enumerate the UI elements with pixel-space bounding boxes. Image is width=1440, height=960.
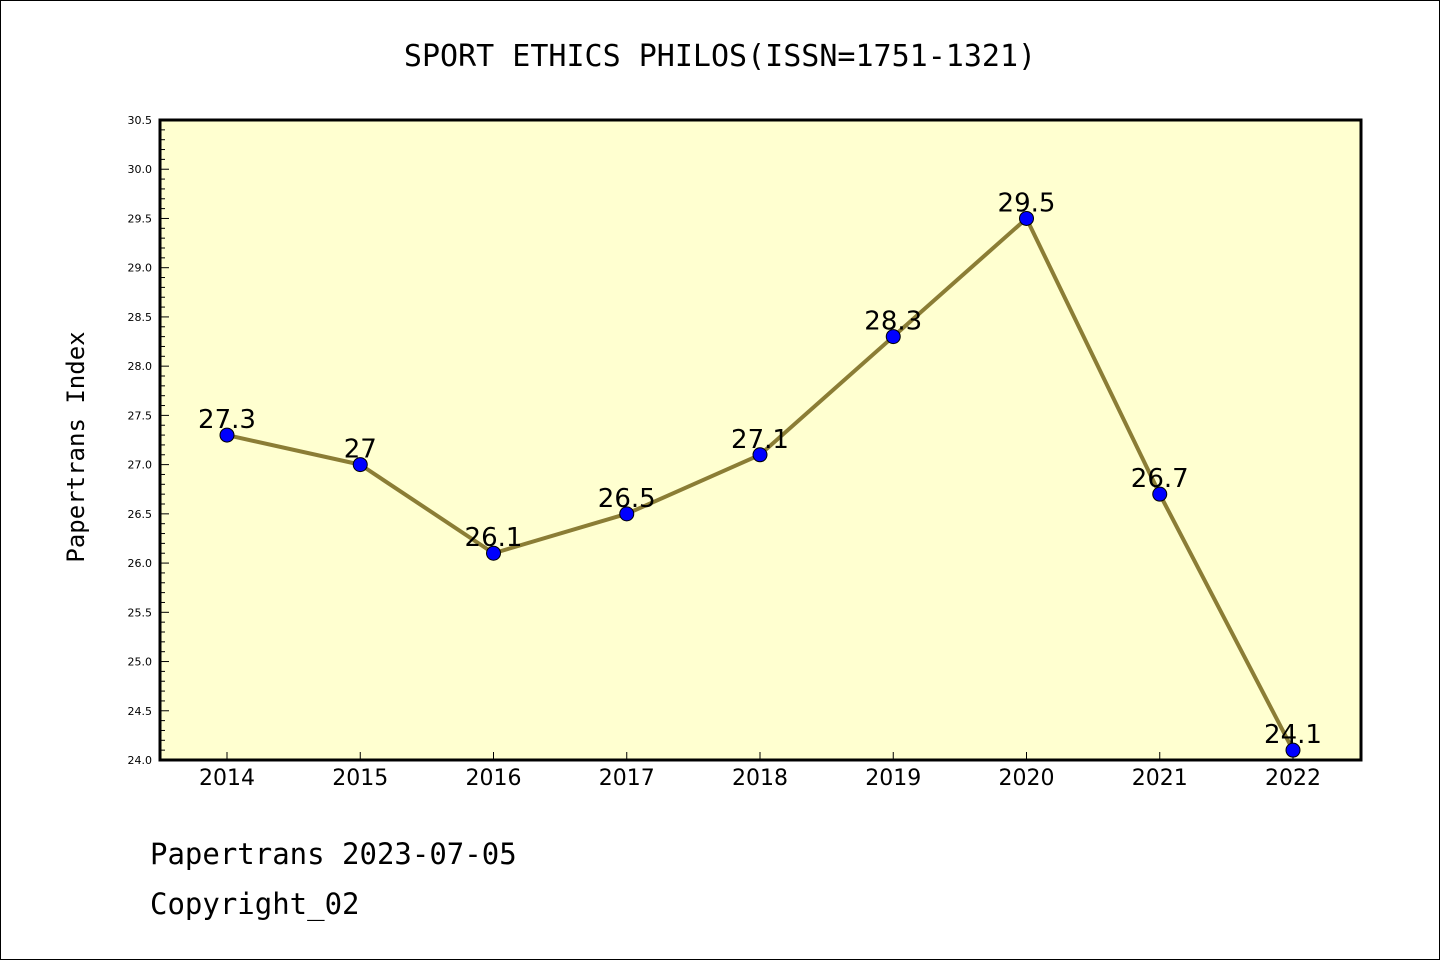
x-tick-label: 2021 xyxy=(1132,766,1188,791)
data-point xyxy=(1019,210,1034,226)
data-label: 28.3 xyxy=(864,307,922,337)
x-tick-label: 2016 xyxy=(466,766,522,791)
x-tick-label: 2020 xyxy=(999,766,1055,791)
y-tick-label: 30.5 xyxy=(128,114,153,127)
data-label: 26.7 xyxy=(1131,464,1189,494)
data-label: 27.1 xyxy=(731,425,789,455)
plot-area xyxy=(158,118,1363,762)
x-tick-label: 2022 xyxy=(1265,766,1321,791)
data-labels: 27.3 27 26.1 26.5 27.1 28.3 29.5 26.7 24.1 xyxy=(198,188,1322,750)
y-tick-label: 27.5 xyxy=(128,409,153,422)
x-tick-label: 2017 xyxy=(599,766,655,791)
data-point xyxy=(1285,742,1301,758)
x-tick-label: 2015 xyxy=(332,766,388,791)
y-tick-label: 30.0 xyxy=(128,163,153,176)
data-point xyxy=(486,545,501,561)
data-point xyxy=(619,506,635,522)
y-tick-label: 26.5 xyxy=(128,508,153,521)
y-tick-label: 24.5 xyxy=(128,705,153,718)
y-tick-label: 29.0 xyxy=(128,262,153,275)
y-tick-label: 26.0 xyxy=(128,557,153,570)
data-point xyxy=(752,447,768,463)
y-tick-label: 28.0 xyxy=(128,360,153,373)
data-label: 27.3 xyxy=(198,405,256,435)
footer-copyright: Copyright_02 xyxy=(150,887,360,922)
y-axis-label: Papertrans Index xyxy=(62,331,90,562)
y-tick-label: 28.5 xyxy=(128,311,153,324)
data-point xyxy=(219,427,235,443)
data-label: 27 xyxy=(344,435,377,465)
data-label: 26.5 xyxy=(598,484,656,514)
data-label: 24.1 xyxy=(1264,720,1322,750)
data-point xyxy=(1152,486,1168,502)
x-tick-label: 2018 xyxy=(732,766,788,791)
footer-date: Papertrans 2023-07-05 xyxy=(150,837,517,871)
data-point xyxy=(885,329,901,345)
axis-ticks: 24.0 24.5 25.0 25.5 26.0 26.5 27.0 27.5 28.0 28.5… xyxy=(128,114,1322,791)
data-label: 29.5 xyxy=(998,188,1056,218)
y-tick-label: 25.5 xyxy=(128,606,153,619)
chart-title: SPORT ETHICS PHILOS(ISSN=1751-1321) xyxy=(404,39,1036,74)
y-tick-label: 27.0 xyxy=(128,459,153,472)
data-markers xyxy=(219,210,1301,758)
data-label: 26.1 xyxy=(465,523,523,553)
y-tick-label: 29.5 xyxy=(128,212,153,225)
x-tick-label: 2014 xyxy=(199,766,255,791)
data-point xyxy=(352,457,368,473)
y-tick-label: 25.0 xyxy=(128,656,153,669)
x-tick-label: 2019 xyxy=(865,766,921,791)
y-tick-label: 24.0 xyxy=(128,754,153,767)
